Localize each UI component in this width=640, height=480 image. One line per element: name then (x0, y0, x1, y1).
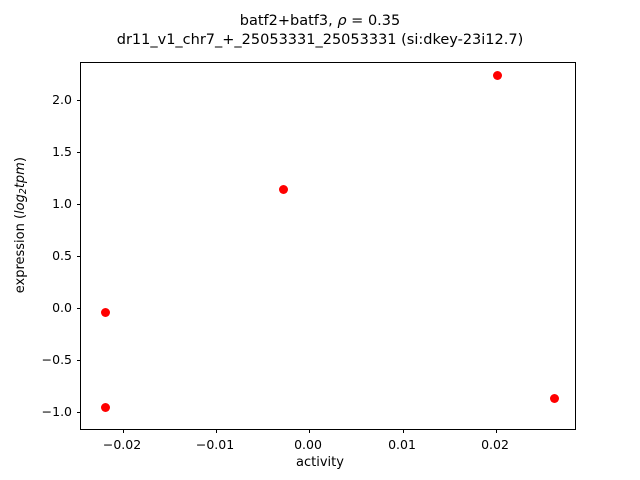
xtick-mark (496, 429, 497, 433)
chart-title-gene-pair: batf2+batf3 (239, 13, 329, 29)
rho-value: 0.35 (367, 13, 401, 29)
ytick-mark (77, 100, 81, 101)
y-axis-label: expression (log2tpm) (13, 75, 29, 375)
data-point (100, 307, 110, 317)
ytick-mark (77, 152, 81, 153)
ytick-mark (77, 256, 81, 257)
xtick-label: −0.02 (102, 437, 142, 452)
data-point (100, 402, 110, 412)
chart-title: batf2+batf3, ρ = 0.35 dr11_v1_chr7_+_250… (0, 12, 640, 50)
ytick-label: 1.0 (52, 196, 72, 211)
y-axis-label-subscript: 2 (18, 188, 30, 195)
xtick-label: −0.01 (195, 437, 235, 452)
data-point (549, 393, 559, 403)
ytick-label: 0.0 (52, 300, 72, 315)
rho-symbol: ρ (337, 13, 347, 29)
xtick-label: 0.00 (294, 437, 322, 452)
ytick-label: −0.5 (41, 352, 72, 367)
chart-title-line-2: dr11_v1_chr7_+_25053331_25053331 (si:dke… (116, 32, 524, 48)
xtick-label: 0.02 (481, 437, 509, 452)
y-axis-label-prefix: expression ( (12, 213, 28, 294)
data-point (492, 70, 502, 80)
y-axis-label-tpm: tpm (12, 162, 28, 189)
ytick-mark (77, 204, 81, 205)
ytick-mark (77, 360, 81, 361)
data-point (278, 184, 288, 194)
y-axis-label-log: log (12, 194, 28, 214)
y-axis-label-suffix: ) (12, 157, 28, 163)
ytick-label: −1.0 (41, 404, 72, 419)
chart-title-line-1: batf2+batf3, ρ = 0.35 (0, 12, 640, 31)
ytick-mark (77, 308, 81, 309)
chart-title-comma: , (328, 13, 338, 29)
ytick-label: 1.5 (52, 144, 72, 159)
xtick-mark (403, 429, 404, 433)
ytick-label: 2.0 (52, 92, 72, 107)
ytick-label: 0.5 (52, 248, 72, 263)
xtick-label: 0.01 (388, 437, 416, 452)
xtick-mark (123, 429, 124, 433)
ytick-mark (77, 412, 81, 413)
rho-equals: = (346, 13, 368, 29)
x-axis-label: activity (296, 455, 344, 470)
xtick-mark (216, 429, 217, 433)
xtick-mark (309, 429, 310, 433)
plot-axes-area (77, 62, 576, 433)
